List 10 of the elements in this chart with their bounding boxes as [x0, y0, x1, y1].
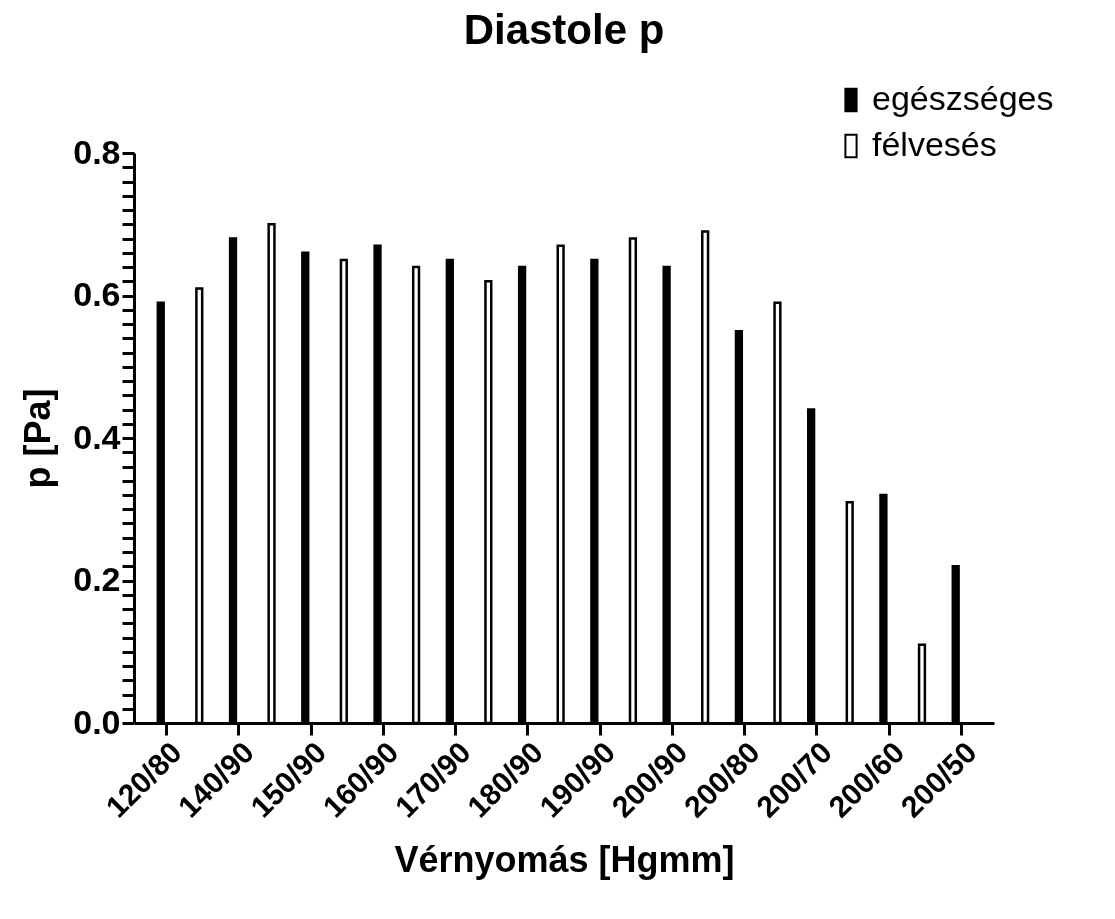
y-tick-label: 0.8 — [73, 132, 121, 171]
y-axis-title: p [Pa] — [17, 388, 59, 489]
y-tick-label: 0.0 — [73, 702, 121, 741]
y-tick-label: 0.4 — [73, 417, 121, 456]
x-axis-title: Vérnyomás [Hgmm] — [394, 838, 735, 880]
legend-label: félvesés — [872, 125, 997, 163]
y-tick-label: 0.6 — [73, 275, 121, 313]
y-tick-label: 0.2 — [73, 560, 121, 598]
legend-label: egészséges — [872, 79, 1054, 117]
chart-title: Diastole p — [463, 6, 665, 53]
